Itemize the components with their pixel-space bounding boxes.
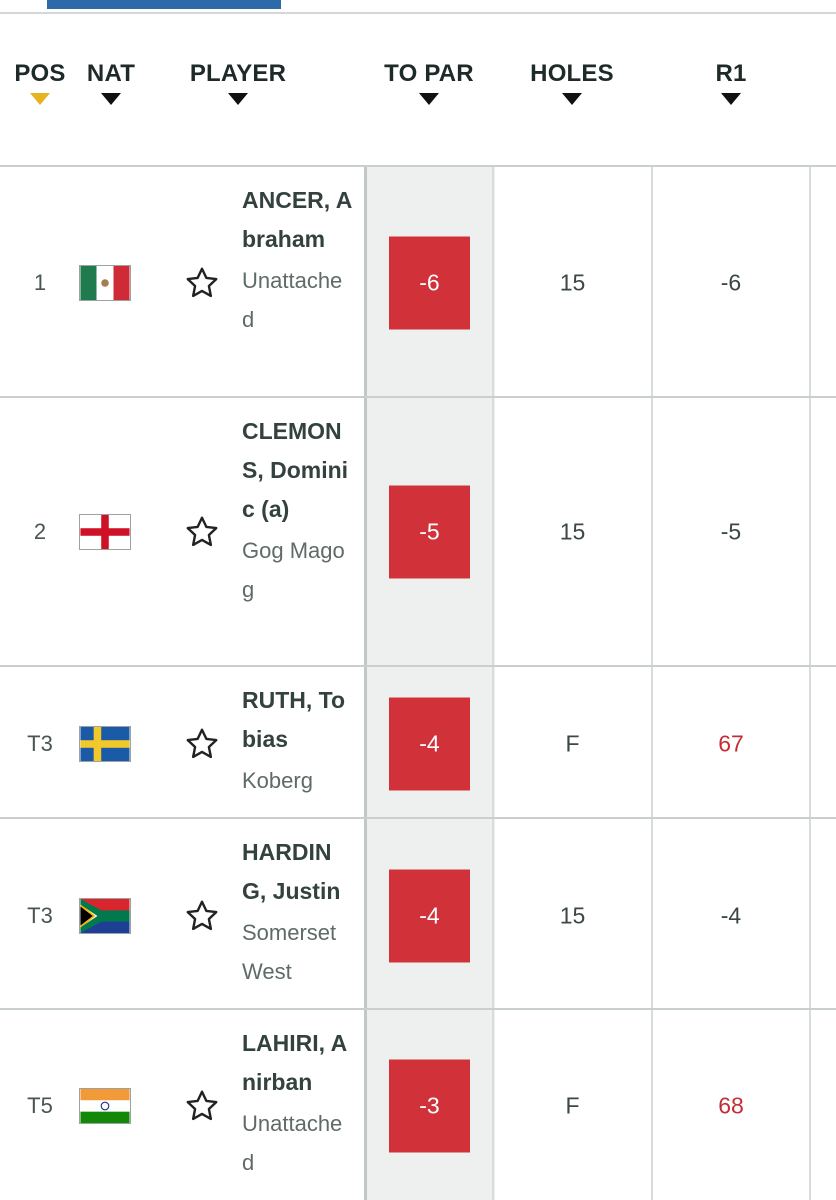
sort-arrow-icon [228,93,248,105]
r1-cell [651,167,811,396]
mexico-flag-icon [79,265,131,301]
player-info: RUTH, Tobias Koberg [242,681,354,800]
sort-r1-header[interactable]: R1 [706,60,756,105]
tab-bar [0,0,836,14]
r1-cell [651,1010,811,1200]
sweden-flag-icon [79,726,131,762]
leaderboard-row[interactable]: T3 RUTH, Tobias Koberg -4 F 67 [0,667,836,819]
to-par-score: -5 [389,485,470,579]
holes-cell [492,167,653,396]
sort-arrow-icon [721,93,741,105]
player-name-link[interactable]: CLEMONS, Dominic (a) [242,418,349,522]
favorite-star-icon[interactable] [184,1088,220,1124]
sort-arrow-icon [30,93,50,105]
holes-played: F [565,730,580,757]
leaderboard-row[interactable]: T3 HARDING, Justin Somerset West -4 15 -… [0,819,836,1010]
nat-header-label: NAT [86,60,136,87]
favorite-star-icon[interactable] [184,898,220,934]
r1-header-label: R1 [715,60,747,87]
holes-cell [492,1010,653,1200]
india-flag-icon [79,1088,131,1124]
player-info: ANCER, Abraham Unattached [242,181,354,339]
player-name-link[interactable]: RUTH, Tobias [242,687,346,752]
r1-cell [651,819,811,1008]
player-info: HARDING, Justin Somerset West [242,833,354,991]
position: 2 [33,519,47,544]
round-one-score: -4 [720,902,742,929]
to-par-header-label: TO PAR [384,60,474,87]
sort-to-par-header[interactable]: TO PAR [374,60,484,105]
active-tab-indicator[interactable] [47,0,281,9]
favorite-star-icon[interactable] [184,265,220,301]
sort-holes-header[interactable]: HOLES [520,60,624,105]
holes-header-label: HOLES [530,60,614,87]
next-column-cell [809,1010,836,1200]
leaderboard-rows: 1 ANCER, Abraham Unattached -6 15 -6 2 C… [0,167,836,1200]
sort-arrow-icon [562,93,582,105]
player-club: Somerset West [242,920,337,984]
holes-cell [492,819,653,1008]
favorite-star-icon[interactable] [184,726,220,762]
pos-header-label: POS [14,60,66,87]
england-flag-icon [79,514,131,550]
next-column-cell [809,819,836,1008]
player-info: CLEMONS, Dominic (a) Gog Magog [242,412,354,609]
player-club: Gog Magog [242,538,345,602]
sort-nat-header[interactable]: NAT [80,60,142,105]
holes-played: 15 [559,269,586,296]
position: T5 [27,1093,53,1118]
round-one-score: 67 [718,730,744,757]
holes-cell [492,667,653,817]
position: T3 [27,903,53,928]
player-club: Unattached [242,1111,343,1175]
round-one-score: -5 [720,518,742,545]
player-name-link[interactable]: ANCER, Abraham [242,187,353,252]
favorite-star-icon[interactable] [184,514,220,550]
player-header-label: PLAYER [189,60,287,87]
position: 1 [33,270,47,295]
player-info: LAHIRI, Anirban Unattached [242,1024,354,1182]
holes-played: 15 [559,902,586,929]
to-par-score: -3 [389,1059,470,1153]
to-par-score: -6 [389,236,470,330]
next-column-cell [809,667,836,817]
player-club: Unattached [242,268,343,332]
r1-cell [651,398,811,665]
to-par-score: -4 [389,869,470,963]
round-one-score: 68 [718,1092,744,1119]
to-par-score: -4 [389,697,470,791]
south-africa-flag-icon [79,898,131,934]
leaderboard-row[interactable]: 1 ANCER, Abraham Unattached -6 15 -6 [0,167,836,398]
holes-played: F [565,1092,580,1119]
player-club: Koberg [242,768,313,793]
leaderboard-row[interactable]: T5 LAHIRI, Anirban Unattached -3 F 68 [0,1010,836,1200]
player-name-link[interactable]: HARDING, Justin [242,839,341,904]
leaderboard-header: POS NAT PLAYER TO PAR HOLES R1 [0,14,836,167]
position: T3 [27,731,53,756]
sort-arrow-icon [101,93,121,105]
player-name-link[interactable]: LAHIRI, Anirban [242,1030,348,1095]
holes-cell [492,398,653,665]
next-column-cell [809,167,836,396]
holes-played: 15 [559,518,586,545]
sort-player-header[interactable]: PLAYER [182,60,294,105]
round-one-score: -6 [720,269,742,296]
sort-pos-header[interactable]: POS [10,60,70,105]
next-column-cell [809,398,836,665]
sort-arrow-icon [419,93,439,105]
leaderboard-row[interactable]: 2 CLEMONS, Dominic (a) Gog Magog -5 15 -… [0,398,836,667]
r1-cell [651,667,811,817]
